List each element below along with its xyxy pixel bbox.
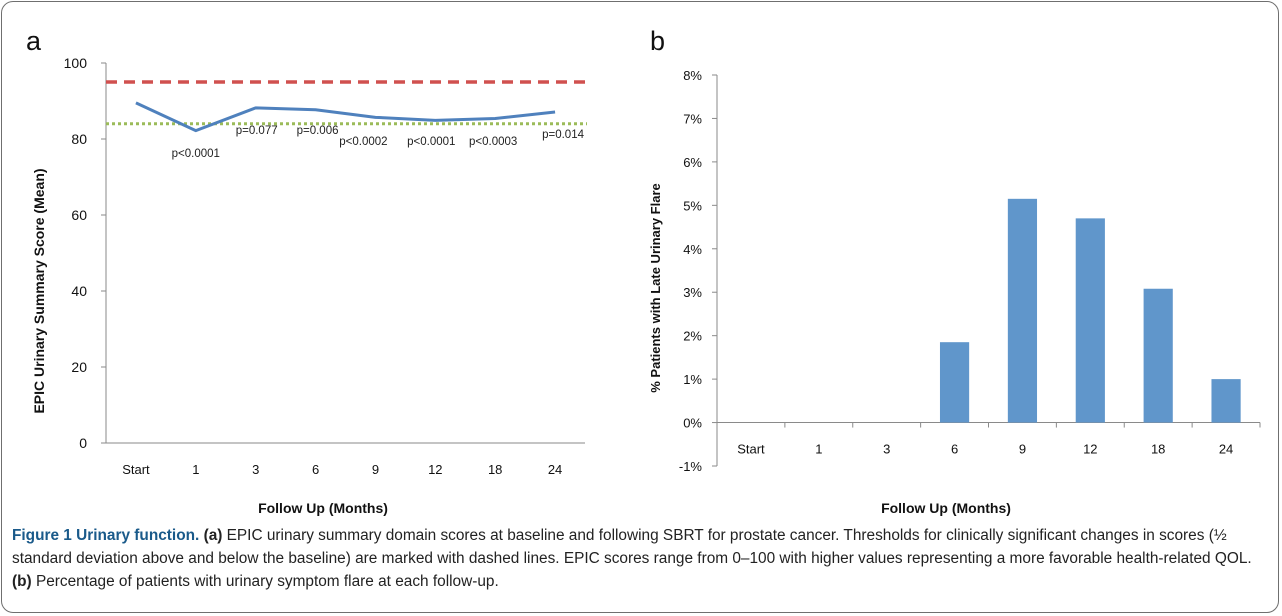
chart-a-ytick-label: 100 bbox=[64, 55, 88, 71]
chart-a-pvalue-annotation: p=0.077 bbox=[236, 125, 278, 137]
chart-b-bar bbox=[1007, 198, 1038, 423]
chart-b-xtick-label: 24 bbox=[1219, 442, 1233, 457]
chart-b-ytick-label: 7% bbox=[683, 111, 702, 126]
chart-b-ytick-label: 8% bbox=[683, 68, 702, 83]
chart-b-ylabel: % Patients with Late Urinary Flare bbox=[648, 183, 663, 393]
chart-a-ytick-label: 0 bbox=[79, 435, 87, 451]
chart-b-ytick-label: 2% bbox=[683, 329, 702, 344]
caption-part-a-ref: (a) bbox=[203, 527, 223, 544]
chart-a-xtick-label: 6 bbox=[312, 462, 319, 477]
chart-a-xtick-label: 1 bbox=[192, 462, 199, 477]
chart-a-ytick-label: 20 bbox=[71, 359, 87, 375]
chart-a-xtick-label: 18 bbox=[488, 462, 502, 477]
chart-a-line: EPIC Urinary Summary Score (Mean) Follow… bbox=[31, 55, 587, 516]
chart-b-ytick-label: -1% bbox=[679, 459, 703, 474]
chart-b-xtick-label: 9 bbox=[1019, 442, 1026, 457]
caption-part-b-text: Percentage of patients with urinary symp… bbox=[35, 573, 499, 590]
chart-a-pvalue-annotation: p=0.014 bbox=[542, 129, 584, 141]
caption-part-b-ref: (b) bbox=[12, 573, 32, 590]
chart-a-series-line bbox=[135, 101, 556, 133]
chart-a-xlabel: Follow Up (Months) bbox=[258, 500, 388, 516]
chart-b-xtick-label: 3 bbox=[883, 442, 890, 457]
chart-a-xtick-label: 24 bbox=[548, 462, 562, 477]
chart-b-xtick-label: 6 bbox=[951, 442, 958, 457]
chart-a-pvalue-annotation: p<0.0003 bbox=[469, 136, 517, 148]
chart-b-ytick-label: 0% bbox=[683, 416, 702, 431]
chart-a-ytick-label: 80 bbox=[71, 131, 87, 147]
chart-b-bar bbox=[1211, 379, 1241, 423]
chart-b-ytick-label: 1% bbox=[683, 372, 702, 387]
caption-figure-label: Figure 1 Urinary function. bbox=[12, 527, 200, 544]
chart-b-ytick-label: 5% bbox=[683, 198, 702, 213]
figure-caption: Figure 1 Urinary function. (a) EPIC urin… bbox=[12, 524, 1270, 593]
chart-b-ytick-label: 4% bbox=[683, 242, 702, 257]
chart-b-ytick-label: 3% bbox=[683, 285, 702, 300]
chart-b-xlabel: Follow Up (Months) bbox=[881, 500, 1011, 516]
chart-b-ytick-label: 6% bbox=[683, 155, 702, 170]
chart-b-xtick-label: 1 bbox=[815, 442, 822, 457]
chart-a-xtick-label: 9 bbox=[372, 462, 379, 477]
chart-b-bar: % Patients with Late Urinary Flare Follo… bbox=[648, 68, 1261, 516]
chart-a-xtick-label: 3 bbox=[252, 462, 259, 477]
chart-b-xtick-label: 18 bbox=[1151, 442, 1165, 457]
chart-a-ytick-label: 40 bbox=[71, 283, 87, 299]
chart-a-ytick-label: 60 bbox=[71, 207, 87, 223]
chart-a-ylabel: EPIC Urinary Summary Score (Mean) bbox=[31, 168, 47, 413]
chart-b-xtick-label: 12 bbox=[1083, 442, 1097, 457]
chart-a-pvalue-annotation: p<0.0002 bbox=[339, 136, 387, 148]
caption-part-a-text: EPIC urinary summary domain scores at ba… bbox=[12, 527, 1252, 567]
chart-b-bar bbox=[1143, 288, 1173, 423]
chart-b-xtick-label: Start bbox=[737, 442, 765, 457]
chart-a-xtick-label: Start bbox=[122, 462, 150, 477]
chart-a-xtick-label: 12 bbox=[428, 462, 442, 477]
panel-label-b: b bbox=[650, 26, 666, 56]
chart-a-pvalue-annotation: p<0.0001 bbox=[172, 148, 220, 160]
chart-a-pvalue-annotation: p=0.006 bbox=[297, 125, 339, 137]
chart-b-bar bbox=[1075, 218, 1105, 423]
panel-label-a: a bbox=[26, 26, 42, 56]
chart-a-pvalue-annotation: p<0.0001 bbox=[407, 136, 455, 148]
chart-b-bar bbox=[939, 342, 970, 423]
